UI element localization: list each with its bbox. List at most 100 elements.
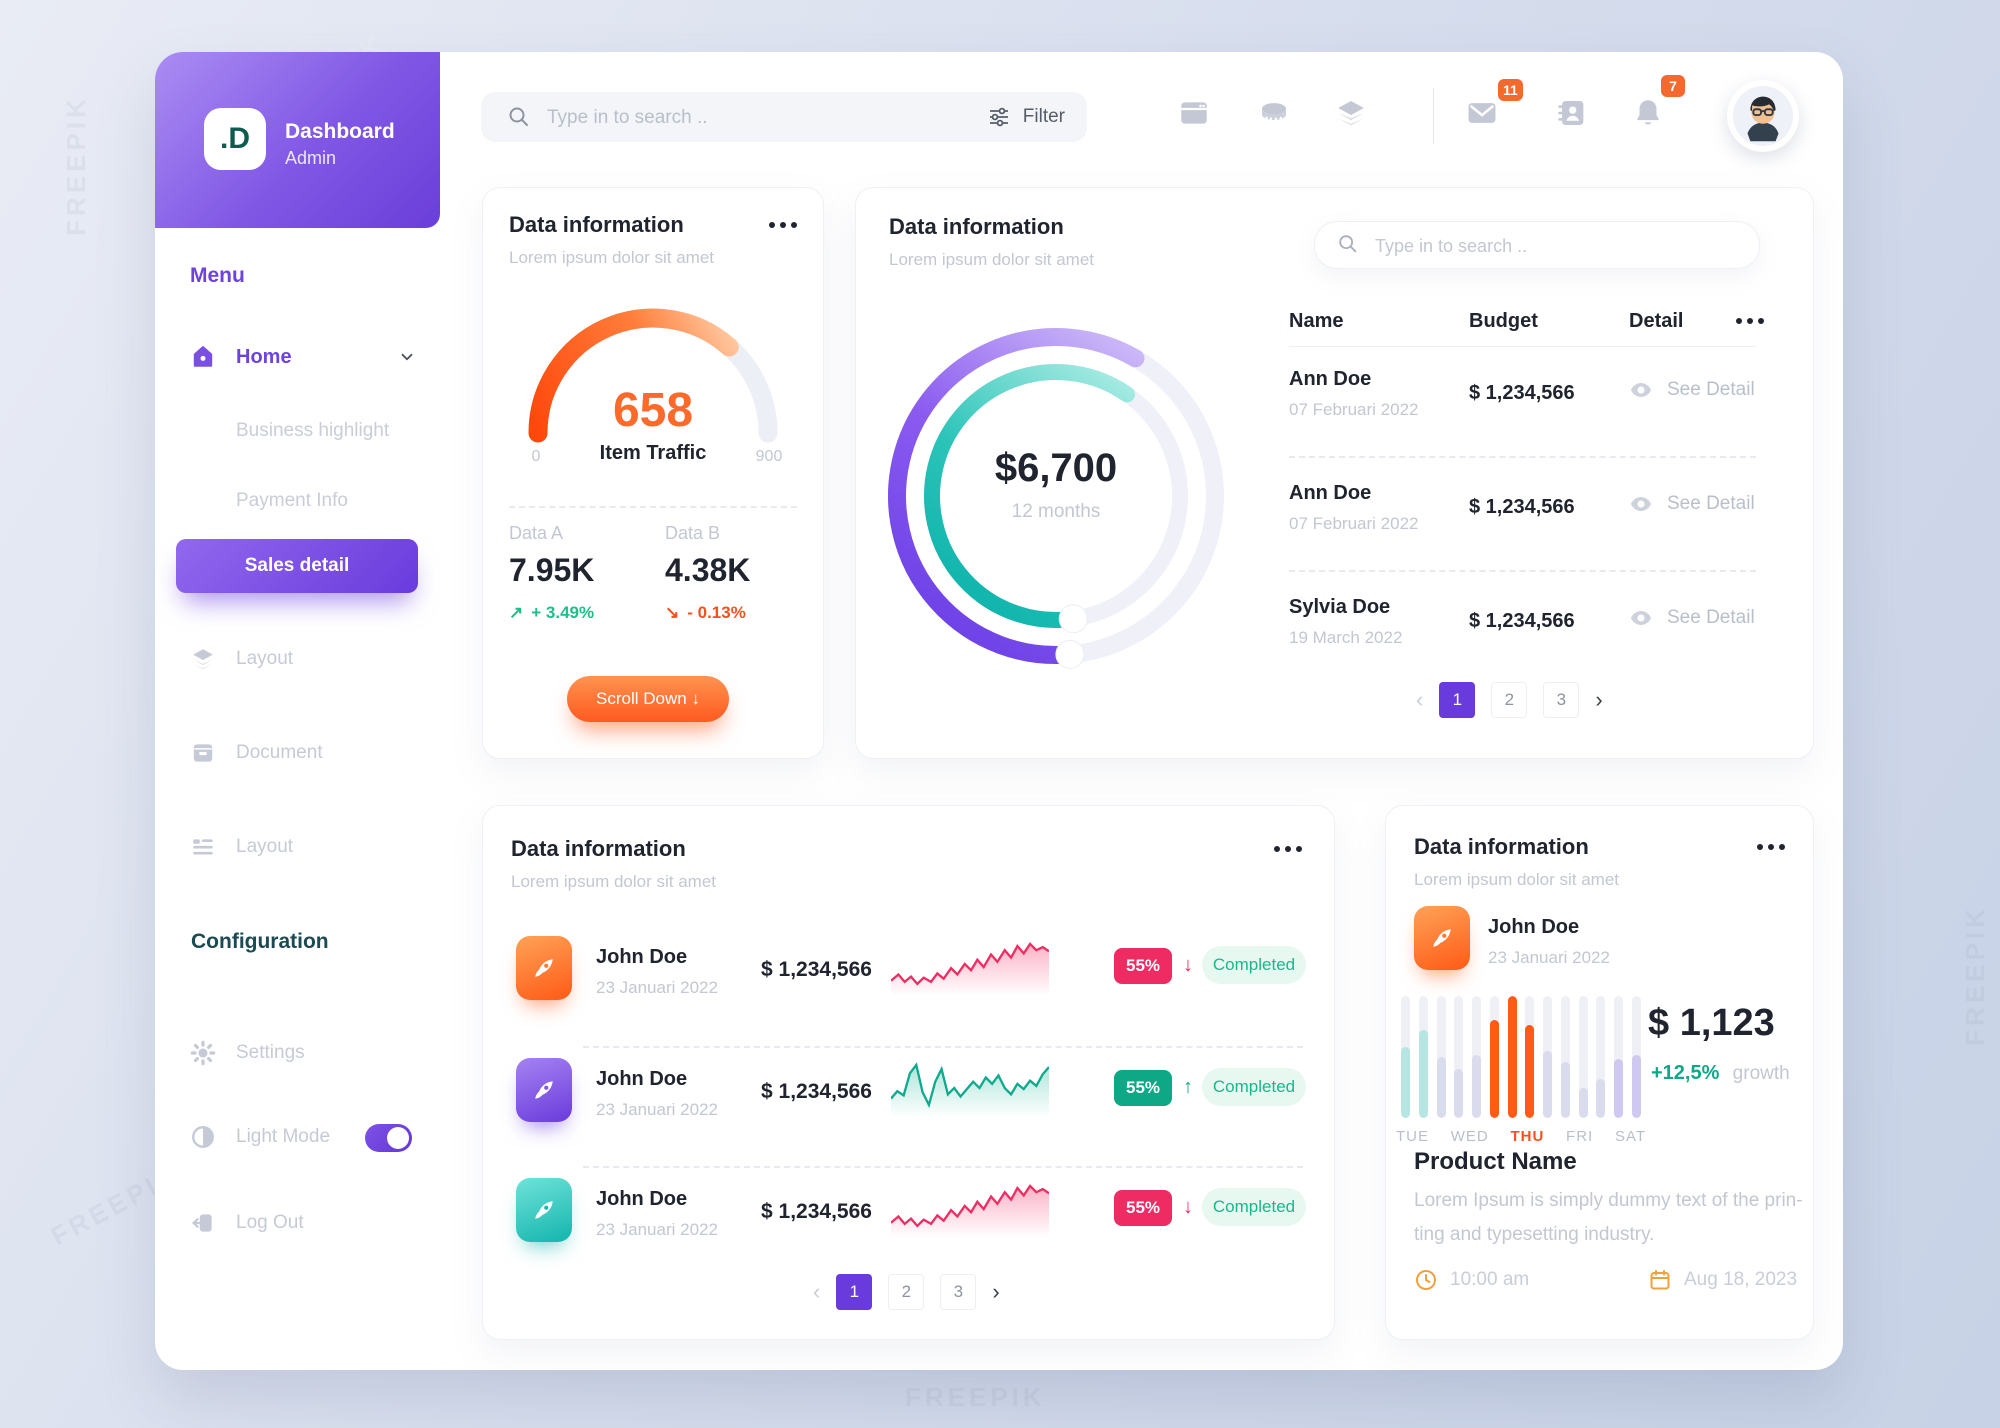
pagination-page-2[interactable]: 2 — [888, 1274, 925, 1310]
ellipsis-menu-icon[interactable] — [769, 222, 797, 228]
sidebar-item-home[interactable]: Home — [190, 344, 292, 370]
trend-down-icon: ↘ — [665, 603, 680, 622]
gauge-min: 0 — [532, 448, 541, 465]
chevron-down-icon[interactable] — [398, 348, 416, 371]
filter-button[interactable]: Filter — [987, 92, 1065, 142]
pagination-page-1[interactable]: 1 — [836, 1274, 873, 1310]
eye-icon — [1629, 606, 1653, 630]
donut-center: $6,700 12 months — [866, 446, 1246, 523]
toggle-knob — [387, 1127, 409, 1149]
card-subtitle: Lorem ipsum dolor sit amet — [509, 248, 715, 267]
card-donut-table: Data information Lorem ipsum dolor sit a… — [855, 187, 1814, 759]
sidebar-item-business-highlight[interactable]: Business highlight — [236, 420, 390, 441]
filter-sliders-icon — [987, 105, 1011, 129]
pagination-page-3[interactable]: 3 — [1543, 682, 1580, 718]
pagination-page-1[interactable]: 1 — [1439, 682, 1476, 718]
app-logo: .D — [204, 108, 266, 170]
sidebar-item-layout[interactable]: Layout — [190, 646, 293, 672]
ellipsis-menu-icon[interactable] — [1736, 318, 1764, 324]
database-icon[interactable] — [1257, 96, 1297, 136]
day-label: TUE — [1396, 1128, 1429, 1145]
see-detail-link[interactable]: See Detail — [1629, 378, 1755, 402]
mail-icon[interactable] — [1465, 96, 1505, 136]
pagination-prev-icon[interactable]: ‹ — [1416, 687, 1424, 712]
layers-stack-icon[interactable] — [1334, 96, 1374, 136]
sidebar-header: .D Dashboard Admin — [155, 52, 440, 228]
contacts-icon[interactable] — [1555, 96, 1595, 136]
pagination-prev-icon[interactable]: ‹ — [813, 1279, 821, 1304]
bell-badge: 7 — [1658, 72, 1688, 100]
gauge-chart: 658 Item Traffic 0 900 — [528, 308, 783, 465]
sidebar-item-label: Document — [236, 742, 323, 763]
user-date: 23 Januari 2022 — [1488, 948, 1610, 967]
stat-value: 4.38K — [665, 552, 751, 588]
sidebar-item-label: Settings — [236, 1042, 305, 1063]
gauge-max: 900 — [756, 448, 783, 465]
eye-icon — [1629, 378, 1653, 402]
sidebar-item-settings[interactable]: Settings — [190, 1040, 305, 1066]
col-header-budget[interactable]: Budget — [1469, 310, 1538, 332]
browser-window-icon[interactable] — [1177, 96, 1217, 136]
bar — [1472, 996, 1482, 1118]
stat-change: ↗ + 3.49% — [509, 603, 595, 622]
see-detail-link[interactable]: See Detail — [1629, 606, 1755, 630]
stat-name: Data B — [665, 523, 721, 543]
ellipsis-menu-icon[interactable] — [1274, 846, 1302, 852]
status-badge: Completed — [1202, 946, 1306, 984]
gear-icon — [190, 1040, 216, 1066]
sidebar-item-sales-detail[interactable]: Sales detail — [176, 539, 418, 593]
rocket-icon — [1414, 906, 1470, 970]
card-gauge: Data information Lorem ipsum dolor sit a… — [482, 187, 824, 759]
sparkline-chart — [891, 1184, 1049, 1238]
pagination-next-icon[interactable]: › — [992, 1279, 1000, 1304]
bar — [1560, 996, 1570, 1118]
eye-icon — [1629, 492, 1653, 516]
pagination-next-icon[interactable]: › — [1595, 687, 1603, 712]
sidebar-item-layout-2[interactable]: Layout — [190, 834, 293, 860]
growth-value: +12,5% — [1651, 1062, 1720, 1084]
bar — [1507, 996, 1517, 1118]
sidebar-item-label: Log Out — [236, 1212, 304, 1233]
ellipsis-menu-icon[interactable] — [1757, 844, 1785, 850]
sidebar-item-document[interactable]: Document — [190, 740, 323, 766]
sidebar-item-label: Layout — [236, 836, 294, 857]
percent-badge: 55% — [1114, 948, 1172, 984]
trend-up-icon: ↑ — [1183, 1076, 1193, 1098]
sidebar-item-logout[interactable]: Log Out — [190, 1210, 304, 1236]
card-product: Data information Lorem ipsum dolor sit a… — [1385, 805, 1814, 1340]
status-badge: Completed — [1202, 1188, 1306, 1226]
pagination-page-3[interactable]: 3 — [940, 1274, 977, 1310]
product-name: Product Name — [1414, 1148, 1577, 1175]
global-search: Filter — [481, 92, 1087, 144]
bar — [1436, 996, 1446, 1118]
app-title: Dashboard — [285, 120, 395, 143]
divider — [583, 1046, 1303, 1048]
scroll-down-button[interactable]: Scroll Down ↓ — [567, 676, 729, 722]
time-value: 10:00 am — [1450, 1269, 1530, 1290]
table-search-input[interactable] — [1373, 222, 1717, 270]
col-header-name[interactable]: Name — [1289, 310, 1344, 332]
sparkline-chart — [891, 1062, 1049, 1118]
see-detail-link[interactable]: See Detail — [1629, 492, 1755, 516]
bell-icon[interactable] — [1631, 96, 1671, 136]
light-mode-toggle[interactable] — [365, 1124, 412, 1152]
card-subtitle: Lorem ipsum dolor sit amet — [511, 872, 717, 891]
pagination-page-2[interactable]: 2 — [1491, 682, 1528, 718]
divider — [509, 506, 797, 508]
card-subtitle: Lorem ipsum dolor sit amet — [889, 250, 1095, 269]
bar — [1596, 996, 1606, 1118]
day-label-active: THU — [1510, 1128, 1545, 1145]
bar — [1454, 996, 1464, 1118]
donut-chart — [888, 328, 1224, 669]
day-label: SAT — [1614, 1128, 1646, 1145]
bar — [1489, 996, 1499, 1118]
search-input[interactable] — [545, 92, 929, 144]
app-subtitle: Admin — [285, 148, 337, 168]
bar — [1578, 996, 1588, 1118]
col-header-detail[interactable]: Detail — [1629, 310, 1684, 332]
sidebar-item-payment-info[interactable]: Payment Info — [236, 490, 348, 511]
stat-change: ↘ - 0.13% — [665, 603, 746, 622]
card-subtitle: Lorem ipsum dolor sit amet — [1414, 870, 1620, 889]
sidebar-item-label: Layout — [236, 648, 294, 669]
avatar[interactable] — [1727, 80, 1799, 152]
